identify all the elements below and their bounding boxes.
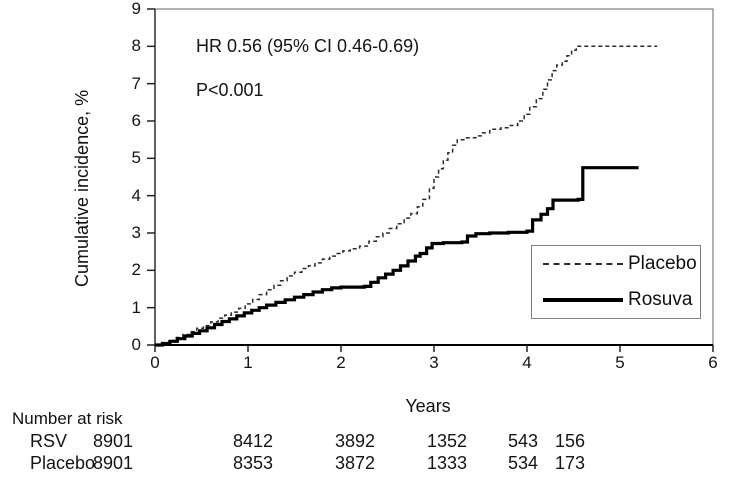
x-tick-label: 1 — [243, 353, 253, 372]
risk-value: 543 — [508, 431, 539, 451]
x-tick-label: 2 — [336, 353, 346, 372]
rosuva-curve — [155, 166, 639, 347]
placebo-dashed-line-sample — [543, 263, 623, 265]
y-tick-label: 4 — [131, 185, 141, 205]
legend-label-rosuva: Rosuva — [628, 289, 693, 310]
legend-item-rosuva: Rosuva — [532, 283, 700, 317]
risk-value: 8901 — [93, 431, 134, 451]
hr-annotation: HR 0.56 (95% CI 0.46-0.69) — [196, 36, 420, 56]
risk-value: 1352 — [427, 431, 468, 451]
risk-table-title: Number at risk — [12, 409, 123, 428]
x-tick-label: 0 — [150, 353, 160, 372]
y-tick-label: 1 — [131, 297, 141, 317]
plot-area — [147, 8, 714, 352]
x-tick-label: 4 — [522, 353, 532, 372]
pvalue-annotation: P<0.001 — [196, 80, 264, 100]
y-tick-label: 6 — [131, 111, 141, 130]
y-tick-label: 7 — [131, 73, 141, 93]
y-tick-label: 2 — [131, 260, 141, 280]
x-tick-label: 3 — [429, 353, 439, 372]
x-tick-label: 6 — [708, 353, 718, 372]
placebo-curve — [155, 45, 658, 346]
risk-value: 3872 — [335, 453, 376, 473]
risk-row-label: Placebo — [30, 453, 96, 473]
y-tick-label: 9 — [131, 0, 141, 18]
y-tick-label: 5 — [131, 148, 141, 168]
risk-value: 534 — [508, 453, 539, 473]
x-tick-label: 5 — [615, 353, 625, 372]
risk-value: 156 — [555, 431, 586, 451]
risk-value: 8412 — [233, 431, 274, 451]
y-tick-label: 0 — [131, 335, 141, 354]
risk-value: 8353 — [233, 453, 274, 473]
y-tick-label: 8 — [131, 36, 141, 56]
risk-value: 8901 — [93, 453, 134, 473]
risk-value: 1333 — [427, 453, 468, 473]
y-axis-title: Cumulative incidence, % — [72, 89, 92, 287]
x-axis-title: Years — [405, 396, 451, 416]
y-tick-label: 3 — [131, 223, 141, 242]
risk-value: 173 — [555, 453, 586, 473]
plot-frame — [155, 8, 714, 345]
rosuva-solid-line-sample — [543, 298, 623, 302]
legend-item-placebo: Placebo — [532, 247, 700, 281]
risk-row-label: RSV — [30, 431, 68, 451]
risk-value: 3892 — [335, 431, 376, 451]
legend: Placebo Rosuva — [531, 245, 701, 319]
legend-label-placebo: Placebo — [628, 253, 697, 274]
